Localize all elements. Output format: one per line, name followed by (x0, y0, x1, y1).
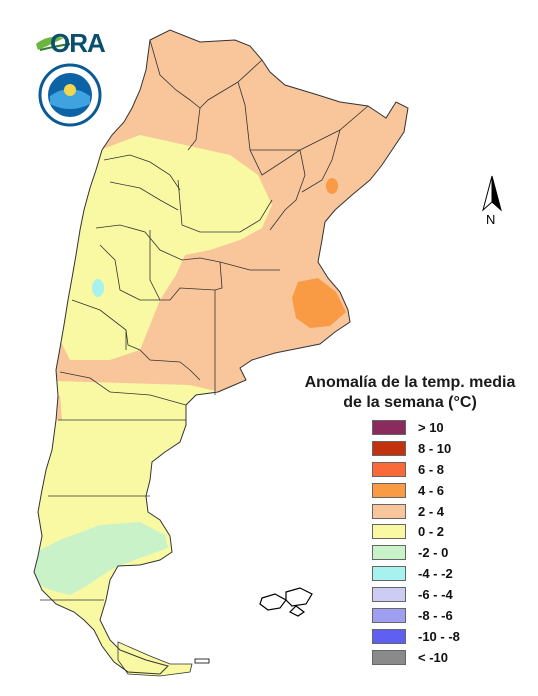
legend-label: -8 - -6 (418, 607, 453, 623)
legend-item: -6 - -4 (372, 584, 460, 605)
legend-item: -10 - -8 (372, 626, 460, 647)
legend-item: 4 - 6 (372, 480, 460, 501)
ora-logo-icon (36, 36, 71, 51)
legend-swatch (372, 524, 406, 540)
legend-label: -4 - -2 (418, 566, 453, 582)
legend-label: 4 - 6 (418, 482, 445, 498)
legend-swatch (372, 607, 406, 623)
legend: > 10 8 - 10 6 - 8 4 - 6 2 - 4 0 - 2 -2 - 0 -4 -… (372, 417, 460, 668)
legend-title-line2: de la semana (°C) (343, 394, 477, 411)
legend-item: 2 - 4 (372, 501, 460, 522)
legend-label: -10 - -8 (418, 628, 460, 644)
legend-swatch (372, 461, 406, 477)
legend-swatch (372, 440, 406, 456)
legend-swatch (372, 628, 406, 644)
legend-label: > 10 (418, 419, 444, 435)
legend-swatch (372, 503, 406, 519)
legend-item: 8 - 10 (372, 438, 460, 459)
legend-item: -8 - -6 (372, 605, 460, 626)
legend-item: 6 - 8 (372, 459, 460, 480)
legend-title-line1: Anomalía de la temp. media (304, 374, 516, 391)
legend-label: 2 - 4 (418, 503, 445, 519)
legend-swatch (372, 545, 406, 561)
legend-label: -2 - 0 (418, 545, 449, 561)
legend-swatch (372, 419, 406, 435)
north-arrow-icon (482, 175, 502, 212)
legend-item: -2 - 0 (372, 542, 460, 563)
legend-swatch (372, 566, 406, 582)
legend-label: < -10 (418, 649, 448, 665)
legend-label: 0 - 2 (418, 524, 445, 540)
north-label: N (486, 212, 496, 227)
legend-item: < -10 (372, 647, 460, 668)
legend-swatch (372, 587, 406, 603)
legend-label: -6 - -4 (418, 587, 453, 603)
legend-label: 6 - 8 (418, 461, 445, 477)
smn-logo (38, 63, 102, 127)
province-borders (40, 39, 369, 601)
legend-swatch (372, 482, 406, 498)
malvinas-islands (259, 587, 313, 617)
legend-label: 8 - 10 (418, 440, 452, 456)
legend-swatch (372, 649, 406, 665)
legend-item: 0 - 2 (372, 521, 460, 542)
ora-logo-text: ORA (50, 28, 106, 58)
legend-item: > 10 (372, 417, 460, 438)
legend-item: -4 - -2 (372, 563, 460, 584)
